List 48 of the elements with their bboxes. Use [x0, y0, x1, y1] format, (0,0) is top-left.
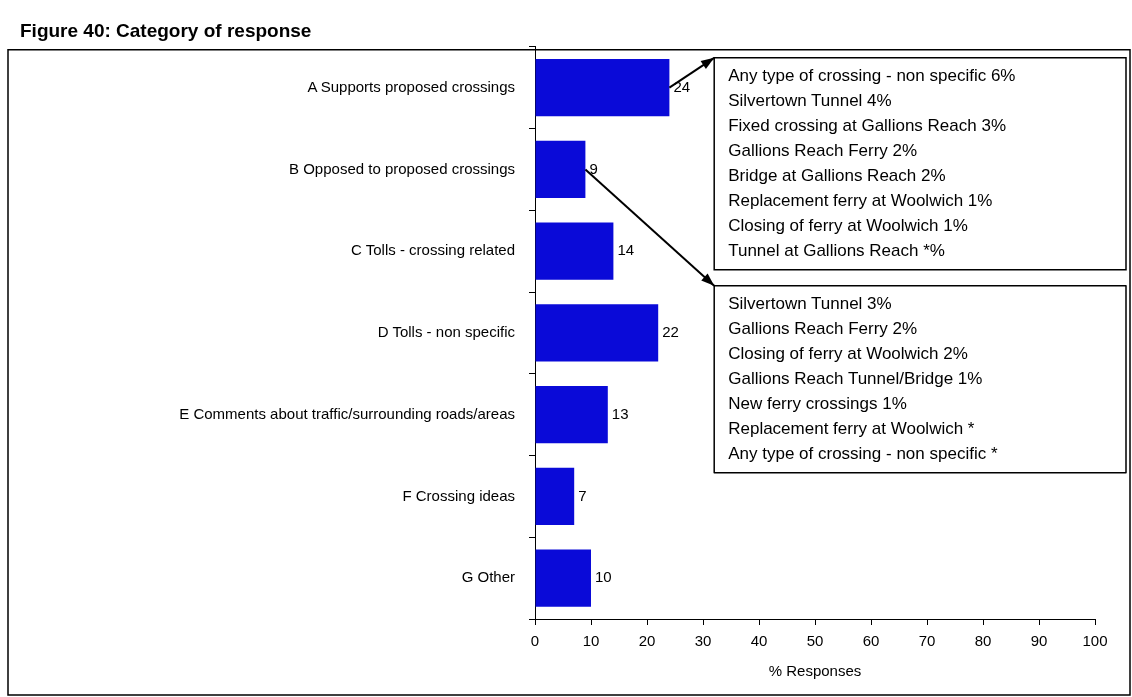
annotation: Gallions Reach Tunnel/Bridge 1% — [728, 368, 983, 388]
data-label: 10 — [595, 568, 612, 586]
x-tick-label: 30 — [694, 632, 712, 650]
annotation: Tunnel at Gallions Reach *% — [728, 240, 945, 260]
data-label: 7 — [578, 486, 587, 504]
y-tick-label: B Opposed to proposed crossings — [289, 159, 515, 177]
x-tick-label: 20 — [638, 632, 656, 650]
annotation: Replacement ferry at Woolwich * — [728, 418, 975, 438]
y-tick-label: E Comments about traffic/surrounding roads/areas — [179, 404, 515, 422]
annotation: Any type of crossing - non specific * — [728, 443, 998, 463]
text: Figure 40: Category of response — [20, 19, 312, 41]
x-tick-label: 50 — [806, 632, 824, 650]
bar — [535, 140, 586, 199]
x-tick-label: 80 — [974, 632, 992, 650]
bar — [535, 222, 614, 280]
data-label: 9 — [589, 159, 598, 177]
x-tick-label: 100 — [1082, 632, 1108, 650]
annotation: Fixed crossing at Gallions Reach 3% — [728, 115, 1006, 135]
annotation: Silvertown Tunnel 4% — [728, 90, 892, 110]
annotation: Gallions Reach Ferry 2% — [728, 318, 918, 338]
x-tick-label: 10 — [582, 632, 600, 650]
bar — [535, 549, 591, 607]
x-tick-label: 40 — [750, 632, 768, 650]
data-label: 14 — [617, 241, 635, 259]
bar — [535, 304, 659, 362]
bar — [535, 386, 608, 444]
x-tick-label: 70 — [918, 632, 936, 650]
y-tick-label: F Crossing ideas — [402, 486, 515, 504]
annotation: Gallions Reach Ferry 2% — [728, 140, 918, 160]
y-tick-label: C Tolls - crossing related — [351, 241, 515, 259]
data-label: 22 — [662, 323, 679, 341]
annotation: Bridge at Gallions Reach 2% — [728, 165, 946, 185]
bar — [535, 467, 575, 525]
x-tick-label: 90 — [1030, 632, 1048, 650]
data-label: 13 — [611, 404, 629, 422]
x-tick-label: 60 — [862, 632, 880, 650]
annotation: New ferry crossings 1% — [728, 393, 907, 413]
y-tick-label: G Other — [461, 568, 515, 586]
x-axis-title: % Responses — [768, 662, 862, 680]
annotation: Closing of ferry at Woolwich 2% — [728, 343, 968, 363]
annotation: Replacement ferry at Woolwich 1% — [728, 190, 993, 210]
x-tick-label: 0 — [530, 632, 540, 650]
y-tick-label: D Tolls - non specific — [377, 323, 516, 341]
annotation: Closing of ferry at Woolwich 1% — [728, 215, 968, 235]
bar — [535, 59, 670, 117]
annotation: Silvertown Tunnel 3% — [728, 293, 892, 313]
annotation: Any type of crossing - non specific 6% — [728, 65, 1016, 85]
y-tick-label: A Supports proposed crossings — [307, 77, 515, 95]
